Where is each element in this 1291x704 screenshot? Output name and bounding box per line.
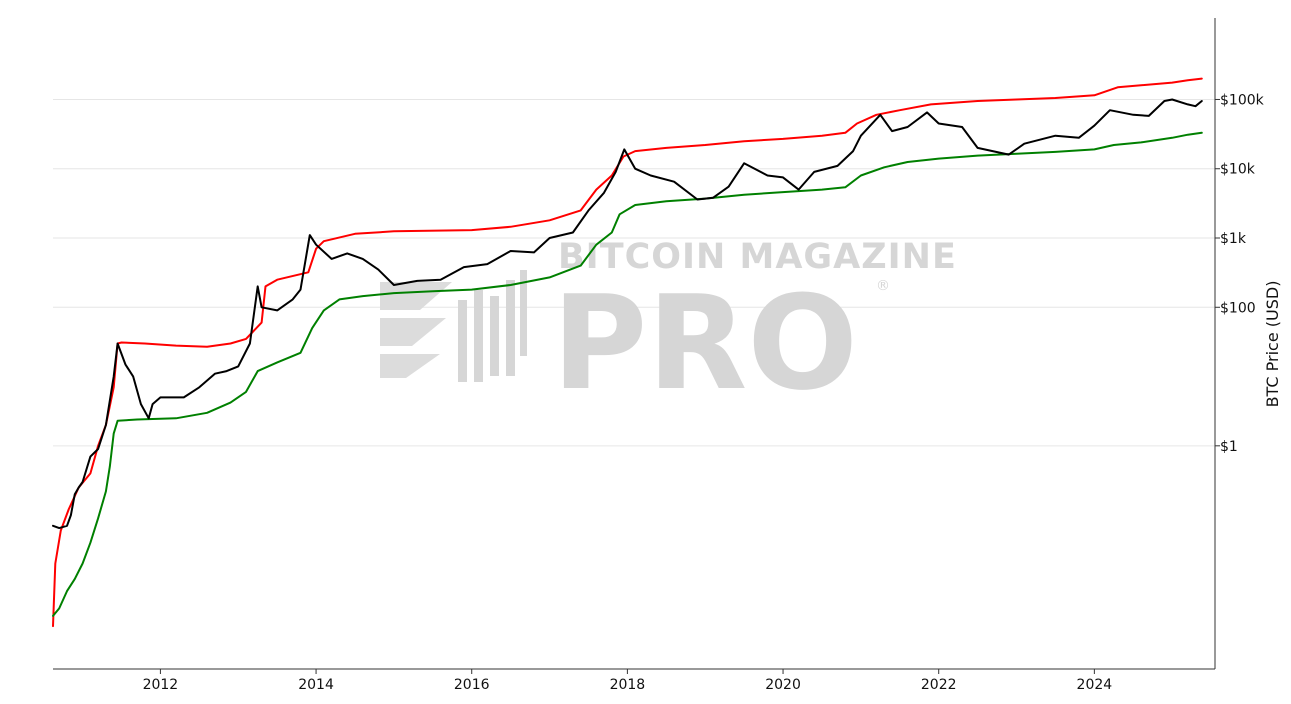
gridlines <box>53 98 1215 447</box>
x-tick-label: 2022 <box>921 677 957 693</box>
watermark-pro: PRO <box>552 267 858 419</box>
watermark-stripes-icon <box>380 270 527 382</box>
x-tick-label: 2020 <box>765 677 801 693</box>
series-lines <box>52 77 1203 628</box>
x-tick-label: 2016 <box>454 677 490 693</box>
x-axis-ticks: 2012 2014 2016 2018 2020 2022 2024 <box>143 669 1113 693</box>
x-tick-label: 2024 <box>1077 677 1113 693</box>
watermark-registered-mark: ® <box>876 278 890 294</box>
x-tick-label: 2018 <box>610 677 646 693</box>
y-tick-label: $100k <box>1220 92 1265 108</box>
y-tick-label: $1k <box>1220 231 1247 247</box>
x-tick-label: 2012 <box>143 677 179 693</box>
y-tick-label: $100 <box>1220 300 1256 316</box>
watermark-logo: BITCOIN MAGAZINE PRO ® <box>380 237 957 419</box>
lower-band-line <box>52 131 1203 617</box>
y-axis-ticks: $1 $100 $1k $10k $100k <box>1215 92 1265 455</box>
watermark-title: BITCOIN MAGAZINE <box>558 237 957 277</box>
x-tick-label: 2014 <box>298 677 334 693</box>
btc-price-line <box>52 98 1203 530</box>
y-tick-label: $1 <box>1220 439 1238 455</box>
y-axis-title: BTC Price (USD) <box>1263 281 1282 408</box>
y-tick-label: $10k <box>1220 162 1256 178</box>
